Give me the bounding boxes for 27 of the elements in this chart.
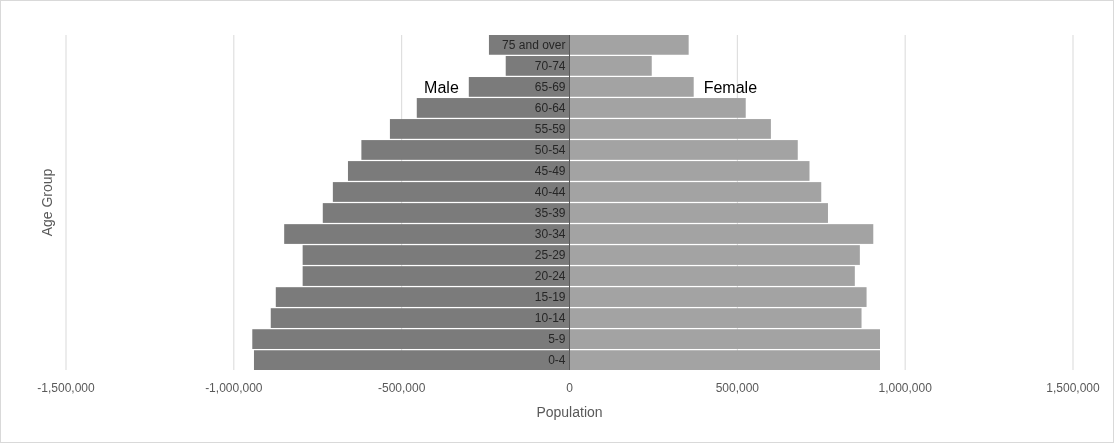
- y-tick-label: 20-24: [534, 269, 566, 284]
- y-tick-label: 35-39: [534, 206, 566, 221]
- x-tick-label: -500,000: [377, 381, 426, 395]
- series-label: Male: [424, 78, 459, 96]
- x-tick-label: -1,000,000: [205, 381, 263, 395]
- y-tick-label: 15-19: [534, 290, 566, 305]
- y-tick-label: 60-64: [534, 101, 566, 116]
- y-tick-label: 30-34: [534, 227, 566, 242]
- x-axis-title: Population: [536, 404, 603, 420]
- y-tick-label: 55-59: [534, 122, 566, 137]
- x-tick-label: 1,000,000: [878, 381, 933, 395]
- y-tick-label: 10-14: [534, 311, 566, 326]
- x-tick-label: -1,500,000: [37, 381, 96, 395]
- x-tick-label: 0: [566, 381, 574, 395]
- x-tick-label: 1,500,000: [1046, 381, 1101, 395]
- y-tick-label: 65-69: [534, 80, 566, 95]
- series-label: Female: [703, 78, 758, 96]
- y-axis-title: Age Group: [39, 168, 55, 237]
- y-tick-label: 50-54: [534, 143, 566, 158]
- y-tick-label: 70-74: [534, 59, 566, 74]
- y-tick-label: 45-49: [534, 164, 566, 179]
- y-tick-label: 40-44: [534, 185, 566, 200]
- y-tick-label: 75 and over: [502, 38, 566, 53]
- y-tick-label: 5-9: [548, 332, 566, 347]
- x-tick-label: 500,000: [715, 381, 760, 395]
- y-tick-label: 25-29: [534, 248, 566, 263]
- y-tick-label: 0-4: [548, 353, 566, 368]
